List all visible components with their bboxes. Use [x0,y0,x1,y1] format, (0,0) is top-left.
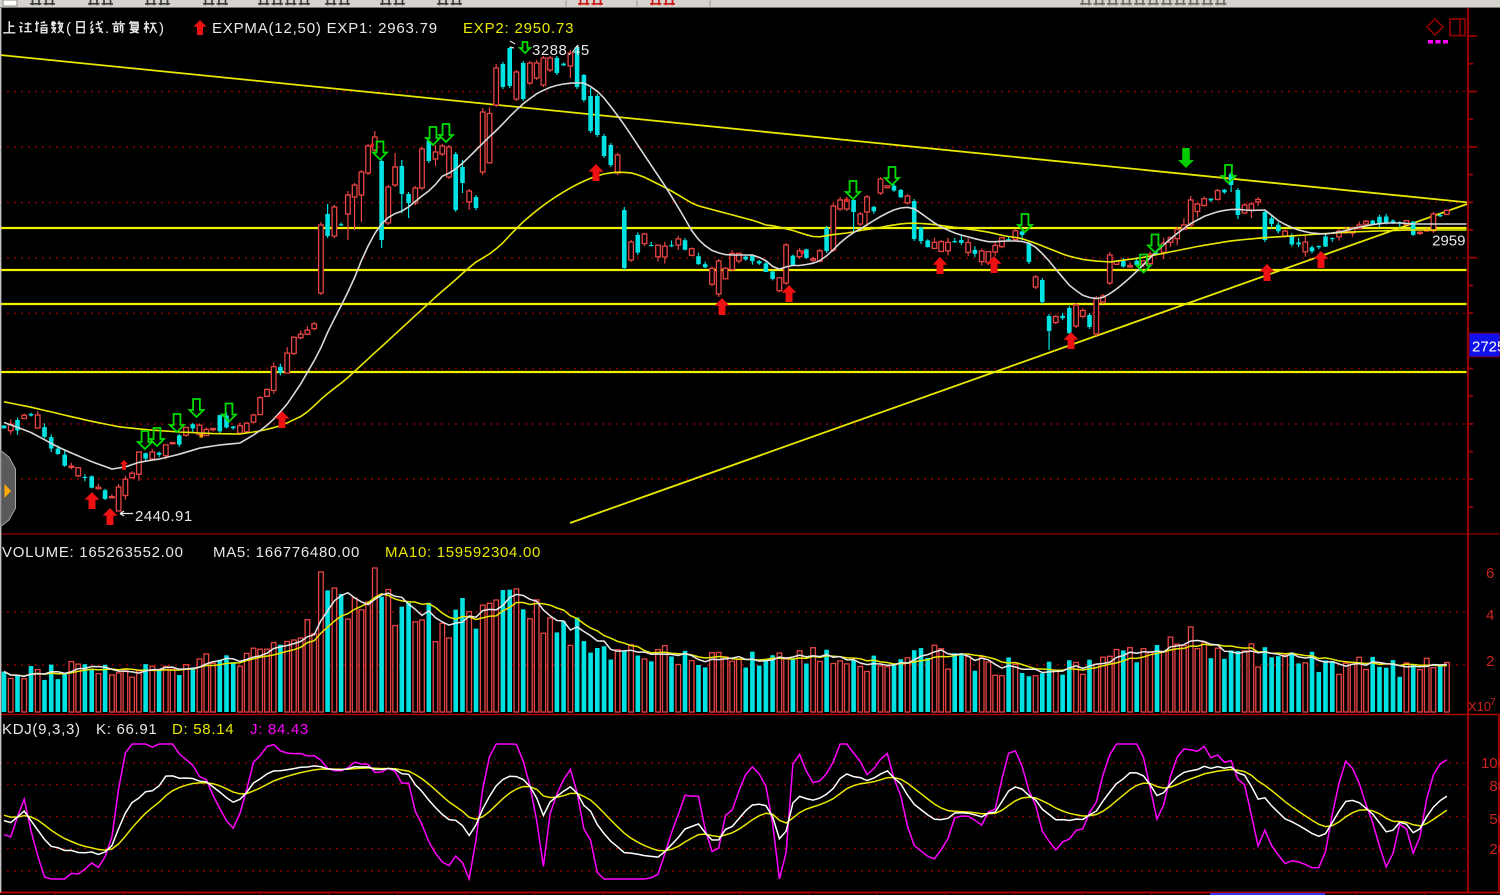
svg-text:J: 84.43: J: 84.43 [250,721,309,738]
svg-text:100: 100 [1481,755,1500,772]
svg-text:D: 58.14: D: 58.14 [172,721,234,738]
svg-text:VOLUME: 165263552.00: VOLUME: 165263552.00 [2,544,184,561]
svg-text:MA5: 166776480.00: MA5: 166776480.00 [213,544,360,561]
svg-text:X10: X10 [1468,699,1491,714]
svg-text:3288.45: 3288.45 [532,42,590,59]
svg-text:EXP2: 2950.73: EXP2: 2950.73 [463,20,574,37]
svg-text:K: 66.91: K: 66.91 [96,721,157,738]
svg-text:7: 7 [1490,697,1496,708]
svg-text:50: 50 [1489,811,1500,828]
svg-text:6: 6 [1486,565,1494,582]
svg-text:2959: 2959 [1432,233,1465,250]
svg-text:2725: 2725 [1472,339,1500,356]
svg-text:): ) [159,20,164,37]
svg-text:2440.91: 2440.91 [135,508,193,525]
svg-text:20: 20 [1489,841,1500,858]
svg-text:KDJ(9,3,3): KDJ(9,3,3) [2,721,81,738]
svg-text:80: 80 [1489,778,1500,795]
svg-text:.: . [105,20,109,37]
svg-text:(: ( [66,20,71,37]
svg-text:EXPMA(12,50) EXP1: 2963.79: EXPMA(12,50) EXP1: 2963.79 [212,20,438,37]
svg-text:2: 2 [1486,653,1494,670]
svg-text:4: 4 [1486,607,1494,624]
svg-text:MA10: 159592304.00: MA10: 159592304.00 [385,544,541,561]
